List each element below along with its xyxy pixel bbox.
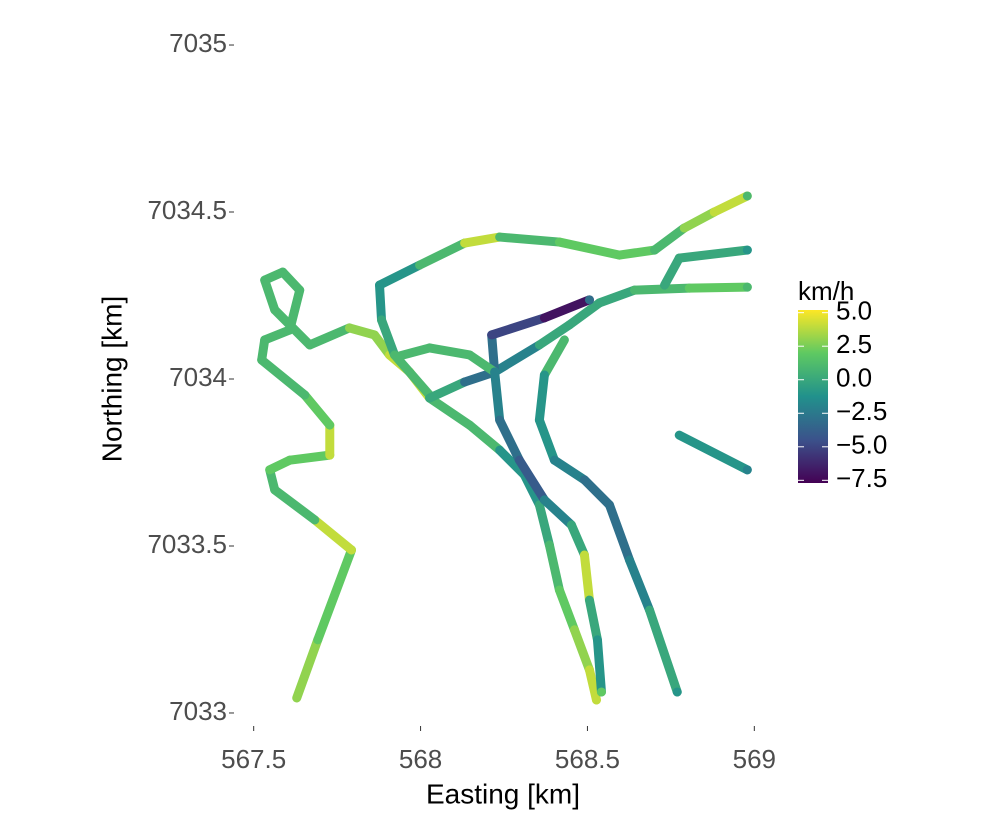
road-segment [465,350,500,377]
road-segment [584,665,601,705]
road-segment [549,455,589,485]
x-tick-label: 567.5 [221,744,286,774]
road-end [742,191,752,201]
x-tick-label: 568.5 [555,744,620,774]
x-axis-title: Easting [km] [426,778,580,809]
road-segment [534,320,574,350]
road-segment [614,245,660,260]
road-segment [375,260,425,290]
road-segment [630,283,694,295]
road-segment [539,495,576,530]
road-segment [460,232,505,248]
road-segment [465,420,505,455]
road-segment [579,550,594,605]
road-end [742,245,752,255]
colorbar-tick-label: −7.5 [836,463,887,493]
road-end [584,295,594,305]
colorbar-tick-label: −5.0 [836,430,887,460]
road-segment [490,367,505,425]
road-segment [544,540,564,595]
road-segment [425,343,475,360]
road-segment [564,298,604,330]
road-segment [285,450,335,465]
road-end [591,695,601,705]
colorbar-tick-label: 0.0 [836,363,872,393]
road-end [742,465,752,475]
road-segment [487,313,549,340]
road-segment [660,253,684,290]
colorbar [798,310,828,483]
road-segment [415,238,470,270]
colorbar-tick-label: 5.0 [836,296,872,326]
road-end [596,687,606,697]
road-segment [395,343,435,361]
road-end [672,687,682,697]
x-tick-label: 569 [733,744,776,774]
road-segment [534,415,559,465]
road-segment [534,500,554,550]
road-segment [305,323,354,350]
y-tick-label: 7033.5 [147,529,227,559]
road-segment [425,377,470,403]
road-segment [257,355,310,400]
y-tick-label: 7035 [169,28,227,58]
road-segment [375,280,387,325]
road-segment [534,370,549,425]
road-segment [645,605,682,697]
road-segment [270,485,320,525]
road-segment [390,350,435,400]
colorbar-tick-label: −2.5 [836,396,887,426]
road-segment [554,237,624,260]
road-segment [650,223,689,255]
road-segment [539,295,594,323]
road-segment [313,545,356,645]
road-segment [425,393,475,430]
road-segment [679,207,719,233]
road-segment [495,445,529,480]
road-segment [300,390,335,430]
road-segment [684,282,752,293]
road-segment [674,245,752,263]
road-segment [594,285,640,308]
y-tick-label: 7034 [169,362,227,392]
road-segment [554,585,579,635]
y-axis-title: Northing [km] [96,296,127,463]
road-segment [377,315,400,360]
road-segment [487,330,500,377]
road-segment [674,430,752,475]
road-segment [604,500,634,565]
road-segment [539,335,569,380]
road-segment [310,515,356,555]
x-tick-label: 568 [399,744,442,774]
road-segment [584,595,602,645]
y-tick-label: 7034.5 [147,195,227,225]
y-tick-label: 7033 [169,696,227,726]
road-segment [624,555,655,615]
road-segment [260,275,280,315]
road-segment [292,635,323,703]
colorbar-title: km/h [798,276,854,306]
road-segment [592,635,606,697]
road-segment [579,475,614,510]
road-segment [514,455,549,505]
road-segment [270,305,315,350]
road-segment [495,232,564,247]
road-segment [566,520,589,560]
road-segment [569,625,594,675]
colorbar-tick-label: 2.5 [836,329,872,359]
road-segment [490,340,544,377]
road-end [742,282,752,292]
road-segment [709,191,752,217]
road-segment [495,415,524,465]
